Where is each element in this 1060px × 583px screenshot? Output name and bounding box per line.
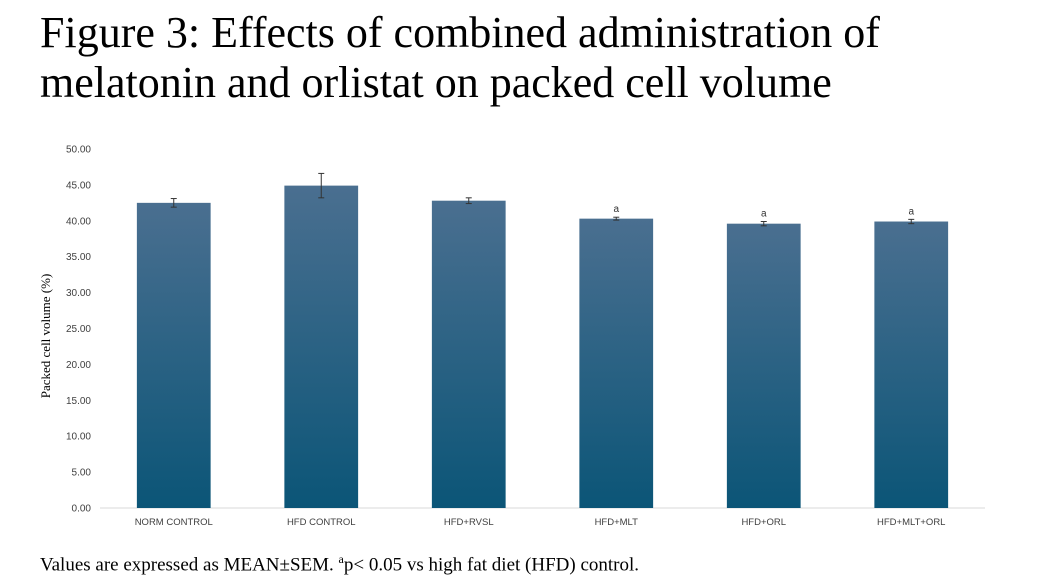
bar-hfd-control	[284, 185, 359, 509]
bar-hfd-mlt	[579, 218, 654, 508]
y-tick-label: 20.00	[66, 360, 91, 371]
y-tick-label: 50.00	[66, 145, 91, 156]
bar-hfd-rvsl	[431, 200, 506, 509]
error-bar	[318, 172, 325, 199]
y-tick-label: 30.00	[66, 288, 91, 299]
figure-title: Figure 3: Effects of combined administra…	[40, 8, 1040, 108]
x-tick-label: HFD+ORL	[741, 517, 786, 528]
footnote: Values are expressed as MEAN±SEM. ap< 0.…	[40, 552, 639, 576]
error-bar	[908, 218, 915, 225]
footnote-text-before: Values are expressed as MEAN±SEM.	[40, 554, 339, 576]
y-tick-label: 15.00	[66, 396, 91, 407]
x-tick-label: NORM CONTROL	[135, 517, 213, 528]
y-tick-label: 0.00	[72, 504, 92, 515]
x-tick-label: HFD+RVSL	[444, 517, 494, 528]
x-tick-label: HFD+MLT+ORL	[877, 517, 945, 528]
y-axis-label: Packed cell volume (%)	[38, 274, 53, 399]
x-axis-ticks: NORM CONTROL HFD CONTROL HFD+RVSL HFD+MLT HF…	[135, 517, 946, 528]
y-tick-label: 35.00	[66, 252, 91, 263]
y-tick-label: 10.00	[66, 432, 91, 443]
significance-annotation: a	[613, 204, 619, 215]
y-tick-label: 45.00	[66, 180, 91, 191]
significance-annotation: a	[908, 206, 914, 217]
x-tick-label: HFD+MLT	[595, 517, 639, 528]
error-bar	[760, 221, 767, 227]
footnote-superscript: a	[338, 552, 344, 566]
error-bar	[170, 198, 177, 208]
error-bar	[613, 216, 620, 221]
x-tick-label: HFD CONTROL	[287, 517, 356, 528]
error-bar	[465, 197, 472, 205]
significance-annotation: a	[761, 209, 767, 220]
bar-norm-control	[136, 202, 211, 508]
y-tick-label: 40.00	[66, 216, 91, 227]
bar-hfd-mlt-orl	[874, 221, 949, 508]
figure-title-line-2: melatonin and orlistat on packed cell vo…	[40, 58, 832, 107]
y-tick-label: 25.00	[66, 324, 91, 335]
footnote-text-after: p< 0.05 vs high fat diet (HFD) control.	[343, 554, 640, 576]
bar-hfd-orl	[726, 223, 801, 508]
y-axis-ticks: 0.00 5.00 10.00 15.00 20.00 25.00 30.00 35.00 40…	[66, 145, 91, 515]
figure-title-line-1: Figure 3: Effects of combined administra…	[40, 8, 880, 57]
y-tick-label: 5.00	[72, 468, 92, 479]
